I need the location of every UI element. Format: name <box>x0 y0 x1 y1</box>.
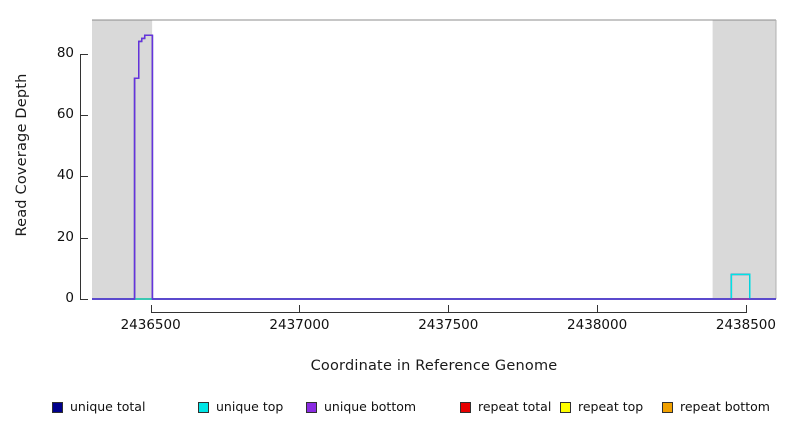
legend-item-unique-bottom[interactable]: unique bottom <box>306 396 416 418</box>
legend-label: unique bottom <box>324 399 417 414</box>
legend-item-repeat-total[interactable]: repeat total <box>460 396 551 418</box>
x-tickmark <box>745 305 747 313</box>
legend-label: repeat bottom <box>680 399 770 414</box>
chart-legend: unique total unique top unique bottom repea… <box>0 396 792 420</box>
legend-swatch-icon <box>52 401 63 413</box>
legend-swatch-icon <box>662 401 673 413</box>
x-tick-label: 2438500 <box>715 317 776 333</box>
series-unique-bottom <box>92 34 776 300</box>
x-tick-label: 2437500 <box>418 317 479 333</box>
legend-swatch-icon <box>306 401 317 413</box>
x-tickmark <box>150 305 152 313</box>
legend-item-unique-top[interactable]: unique top <box>198 396 283 418</box>
legend-swatch-icon <box>560 401 571 413</box>
repeat-region-left <box>92 20 153 299</box>
y-tick-label: 60 <box>56 106 74 123</box>
y-tickmark <box>80 176 88 178</box>
legend-item-unique-total[interactable]: unique total <box>52 396 145 418</box>
y-tick-label: 40 <box>56 167 74 184</box>
y-tickmark <box>80 299 88 300</box>
x-tickmark <box>448 305 450 313</box>
legend-item-repeat-bottom[interactable]: repeat bottom <box>662 396 770 418</box>
x-axis-line <box>150 312 746 313</box>
x-tickmark <box>597 305 599 313</box>
y-tickmark <box>80 115 88 117</box>
x-tick-label: 2437000 <box>269 317 330 333</box>
y-axis-line <box>80 53 81 299</box>
y-tick-label: 0 <box>65 290 74 306</box>
legend-swatch-icon <box>460 401 471 413</box>
y-tickmark <box>80 53 88 55</box>
x-tickmark <box>299 305 301 313</box>
y-tickmark <box>80 237 88 239</box>
series-unique-top <box>92 273 776 300</box>
y-tick-label: 80 <box>56 44 74 61</box>
legend-label: repeat total <box>478 399 552 414</box>
repeat-region-right <box>712 20 776 299</box>
x-tick-label: 2436500 <box>120 317 181 333</box>
series-unique-total <box>92 34 776 300</box>
x-axis-title: Coordinate in Reference Genome <box>310 358 558 374</box>
legend-label: unique top <box>216 399 284 414</box>
y-tick-label: 20 <box>56 228 74 245</box>
legend-label: unique total <box>70 399 146 414</box>
x-tick-label: 2438000 <box>567 317 628 333</box>
legend-swatch-icon <box>198 401 209 413</box>
legend-label: repeat top <box>578 399 644 414</box>
legend-item-repeat-top[interactable]: repeat top <box>560 396 643 418</box>
